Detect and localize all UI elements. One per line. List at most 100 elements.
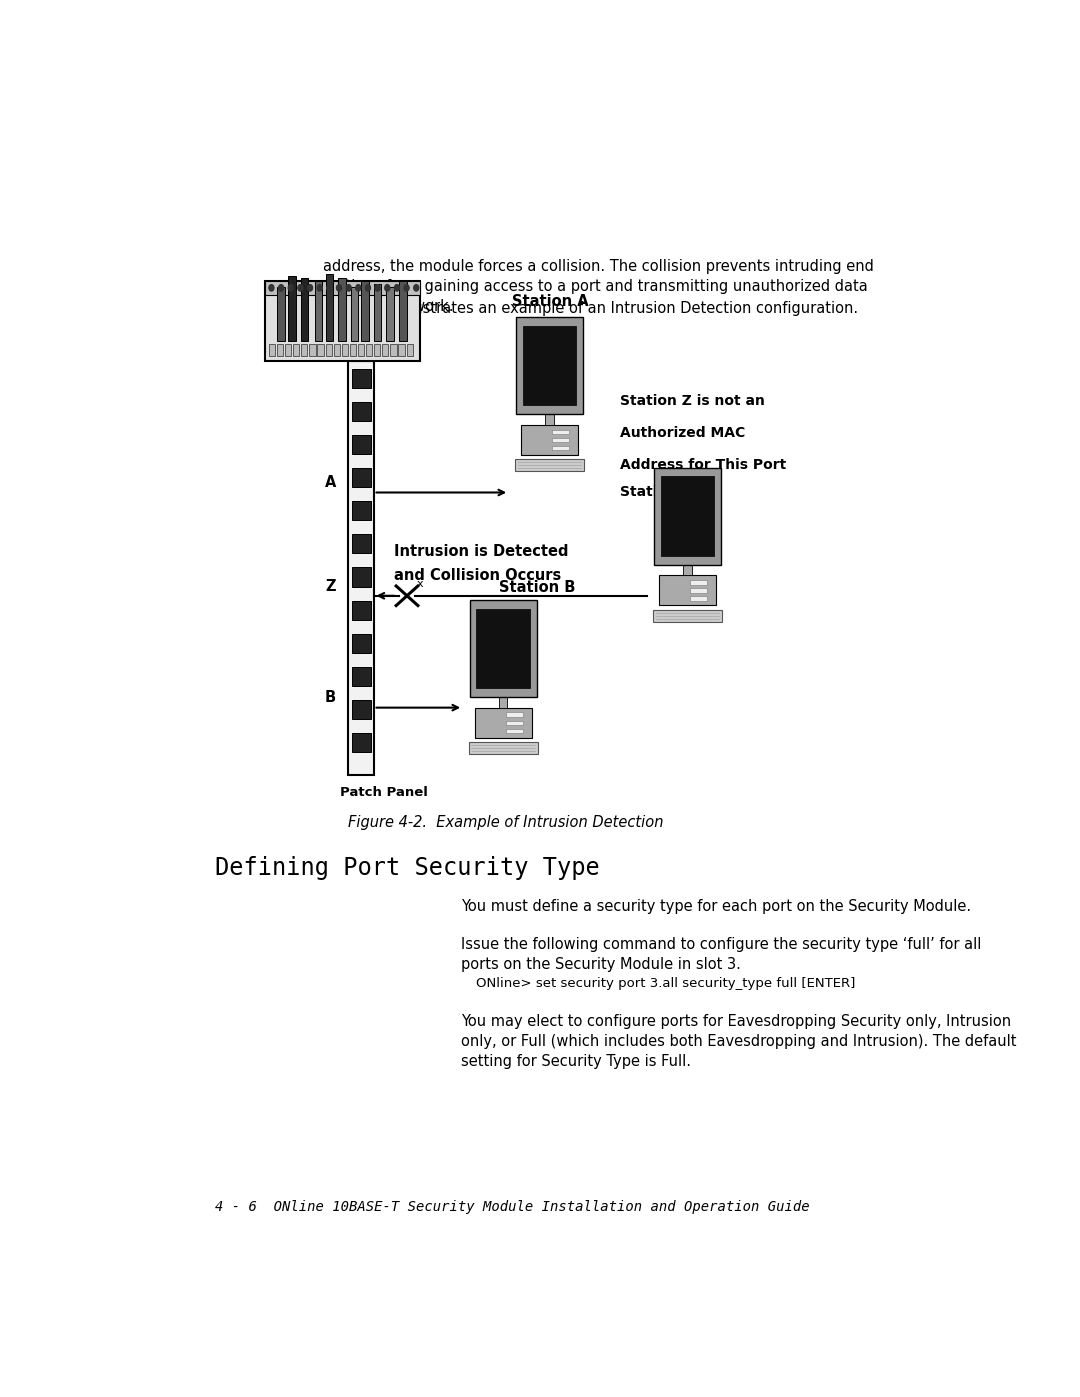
Text: You may elect to configure ports for Eavesdropping Security only, Intrusion
only: You may elect to configure ports for Eav… — [461, 1014, 1017, 1069]
Bar — [288, 277, 296, 341]
Bar — [690, 597, 707, 601]
Bar — [352, 567, 372, 587]
Bar — [352, 733, 372, 752]
Bar — [276, 344, 283, 356]
Circle shape — [298, 285, 302, 291]
Bar — [469, 742, 538, 754]
Bar — [545, 414, 554, 425]
Bar — [382, 344, 389, 356]
Text: Figure 4-2.  Example of Intrusion Detection: Figure 4-2. Example of Intrusion Detecti… — [349, 816, 664, 830]
Text: Defining Port Security Type: Defining Port Security Type — [215, 856, 599, 880]
Bar — [499, 697, 508, 708]
Circle shape — [355, 285, 361, 291]
Bar — [315, 281, 323, 341]
Bar — [476, 609, 530, 689]
Text: x: x — [417, 578, 423, 588]
Text: Patch Panel: Patch Panel — [340, 787, 428, 799]
Bar — [325, 344, 332, 356]
Bar — [334, 344, 340, 356]
Bar — [552, 437, 569, 443]
Circle shape — [394, 285, 400, 291]
Text: address, the module forces a collision. The collision prevents intruding end
sta: address, the module forces a collision. … — [323, 258, 874, 314]
Bar — [341, 344, 348, 356]
Bar — [521, 425, 578, 455]
Bar — [352, 502, 372, 520]
Bar — [278, 286, 285, 341]
Bar — [659, 576, 716, 605]
Bar — [406, 344, 413, 356]
Bar — [361, 281, 368, 341]
Bar — [507, 721, 523, 725]
Bar — [357, 344, 364, 356]
Bar — [661, 476, 714, 556]
Text: You must define a security type for each port on the Security Module.: You must define a security type for each… — [461, 900, 972, 914]
Bar — [523, 326, 576, 405]
Text: Address for This Port: Address for This Port — [620, 458, 786, 472]
Bar — [390, 344, 396, 356]
Bar — [653, 468, 720, 564]
Text: Station B: Station B — [499, 580, 576, 595]
Text: Issue the following command to configure the security type ‘full’ for all
ports : Issue the following command to configure… — [461, 937, 982, 971]
Circle shape — [414, 285, 419, 291]
Text: Station Z: Station Z — [620, 485, 692, 499]
Text: 4 - 6  ONline 10BASE-T Security Module Installation and Operation Guide: 4 - 6 ONline 10BASE-T Security Module In… — [215, 1200, 809, 1214]
Text: ONline> set security port 3.all security_type full [ENTER]: ONline> set security port 3.all security… — [476, 977, 855, 989]
Text: A: A — [325, 475, 336, 490]
Bar — [352, 402, 372, 420]
Bar — [269, 344, 275, 356]
Bar — [352, 601, 372, 620]
Bar — [507, 712, 523, 717]
Bar — [285, 344, 292, 356]
Circle shape — [365, 285, 370, 291]
Bar — [265, 281, 419, 362]
Bar — [352, 634, 372, 652]
Bar — [349, 362, 374, 775]
Bar — [350, 344, 356, 356]
Bar — [399, 344, 405, 356]
Bar — [352, 369, 372, 388]
Circle shape — [327, 285, 332, 291]
Circle shape — [279, 285, 284, 291]
Bar — [352, 700, 372, 719]
Text: and Collision Occurs: and Collision Occurs — [394, 567, 562, 583]
Bar — [374, 344, 380, 356]
Bar — [301, 344, 308, 356]
Bar — [326, 274, 334, 341]
Bar — [366, 344, 373, 356]
Circle shape — [308, 285, 312, 291]
Bar — [318, 344, 324, 356]
Bar — [684, 564, 691, 576]
Bar — [387, 286, 393, 341]
Circle shape — [404, 285, 409, 291]
Bar — [552, 446, 569, 450]
Bar — [300, 278, 308, 341]
Bar — [507, 729, 523, 733]
Bar — [293, 344, 299, 356]
Text: Intrusion is Detected: Intrusion is Detected — [394, 545, 569, 559]
Bar — [352, 534, 372, 553]
Bar — [690, 580, 707, 585]
Circle shape — [269, 285, 274, 291]
Bar — [400, 281, 407, 341]
Bar — [265, 281, 419, 295]
Bar — [552, 429, 569, 434]
Text: Z: Z — [325, 578, 336, 594]
Bar — [352, 434, 372, 454]
Bar — [374, 284, 381, 341]
Bar — [309, 344, 315, 356]
Text: Authorized MAC: Authorized MAC — [620, 426, 745, 440]
Text: Figure 4-2 illustrates an example of an Intrusion Detection configuration.: Figure 4-2 illustrates an example of an … — [323, 300, 859, 316]
Bar — [515, 460, 583, 471]
Circle shape — [337, 285, 341, 291]
Bar — [690, 588, 707, 592]
Circle shape — [318, 285, 322, 291]
Bar — [516, 317, 583, 414]
Bar — [338, 278, 346, 341]
Circle shape — [375, 285, 380, 291]
Text: Station Z is not an: Station Z is not an — [620, 394, 766, 408]
Text: Station A: Station A — [512, 293, 589, 309]
Bar — [470, 601, 537, 697]
Bar — [653, 609, 721, 622]
Bar — [475, 708, 531, 738]
Bar — [352, 666, 372, 686]
